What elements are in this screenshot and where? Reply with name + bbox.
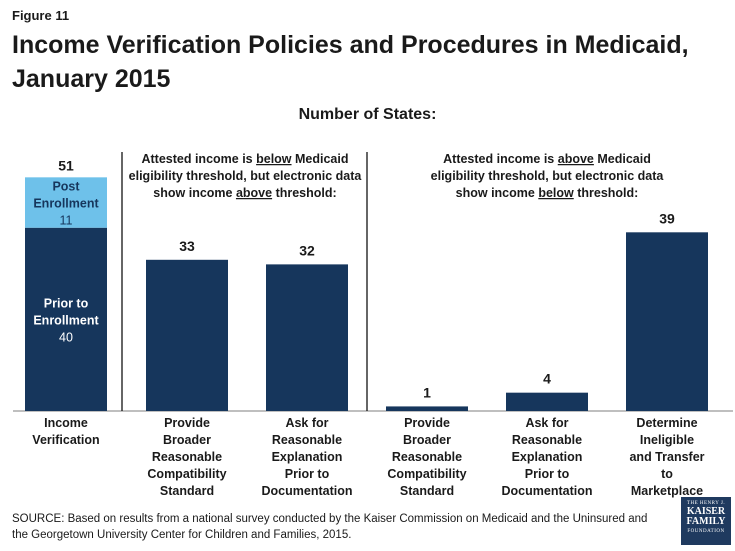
kff-logo: THE HENRY J. KAISER FAMILY FOUNDATION: [681, 497, 731, 545]
stacked-segment-label: Prior to: [44, 296, 89, 310]
logo-line-3: FAMILY: [686, 516, 726, 527]
category-label-line: to: [661, 467, 673, 481]
group-header-text: show income: [153, 186, 236, 200]
bar: [626, 232, 708, 411]
stacked-segment-label: Enrollment: [33, 313, 99, 327]
group-header-line: eligibility threshold, but electronic da…: [431, 169, 665, 183]
group-header-text: threshold:: [574, 186, 639, 200]
page-title: Income Verification Policies and Procedu…: [12, 31, 689, 93]
stacked-bar-segment: [25, 177, 107, 228]
stacked-bar-segment: [25, 227, 107, 411]
category-label-line: Documentation: [502, 484, 593, 498]
logo-line-1: THE HENRY J.: [686, 501, 726, 506]
stacked-segment-value: 11: [60, 214, 73, 228]
category-label-line: Compatibility: [147, 467, 226, 481]
category-label-line: Prior to: [525, 467, 570, 481]
category-label-line: Explanation: [272, 450, 343, 464]
bar: [146, 259, 228, 411]
group-header-emphasis: below: [538, 186, 574, 200]
group-header-line: Attested income is below Medicaid: [141, 152, 348, 166]
stacked-segment-label: Post: [52, 180, 80, 194]
bar: [506, 392, 588, 411]
category-label-line: Reasonable: [392, 450, 462, 464]
group-header-line: show income above threshold:: [153, 186, 336, 200]
category-label-income-verification-line: Income: [44, 416, 88, 430]
stacked-segment-value: 40: [59, 330, 73, 344]
category-label-line: Ask for: [525, 416, 568, 430]
group-header-emphasis: above: [558, 152, 594, 166]
bar-value-label: 39: [659, 210, 675, 226]
group-header-emphasis: above: [236, 186, 272, 200]
group-header-text: Attested income is: [141, 152, 256, 166]
category-label-line: Determine: [636, 416, 697, 430]
group-header-text: eligibility threshold, but electronic da…: [431, 169, 665, 183]
category-label-line: Standard: [160, 484, 214, 498]
category-label-line: Reasonable: [152, 450, 222, 464]
group-header-line: show income below threshold:: [456, 186, 639, 200]
bar-value-label: 32: [299, 242, 315, 258]
category-label-line: Marketplace: [631, 484, 703, 498]
category-label-line: Ask for: [285, 416, 328, 430]
bar-value-label: 1: [423, 384, 431, 400]
group-header-text: Attested income is: [443, 152, 558, 166]
chart-subtitle: Number of States:: [298, 106, 437, 123]
group-header-text: Medicaid: [594, 152, 651, 166]
category-label-income-verification-line: Verification: [32, 433, 99, 447]
category-label-line: Broader: [163, 433, 211, 447]
group-header-line: eligibility threshold, but electronic da…: [129, 169, 363, 183]
logo-line-2: KAISER: [686, 506, 726, 517]
logo-line-4: FOUNDATION: [687, 529, 725, 534]
bar-chart: Prior to Enrollment 40 Post Enrollment 11 51 In…: [13, 152, 733, 498]
category-label-line: Prior to: [285, 467, 330, 481]
category-label-line: Broader: [403, 433, 451, 447]
category-label-line: Provide: [164, 416, 210, 430]
category-label-line: Standard: [400, 484, 454, 498]
category-label-line: Compatibility: [387, 467, 466, 481]
category-label-line: and Transfer: [629, 450, 704, 464]
group-header-text: Medicaid: [292, 152, 349, 166]
group-header-line: Attested income is above Medicaid: [443, 152, 651, 166]
group-header-text: eligibility threshold, but electronic da…: [129, 169, 363, 183]
group-header-emphasis: below: [256, 152, 292, 166]
bar-value-label: 33: [179, 238, 195, 254]
group-header-text: show income: [456, 186, 539, 200]
bar: [386, 406, 468, 411]
bar: [266, 264, 348, 411]
bar-value-label: 4: [543, 371, 551, 387]
category-label-line: Documentation: [262, 484, 353, 498]
stacked-segment-label: Enrollment: [33, 197, 99, 211]
category-label-line: Provide: [404, 416, 450, 430]
group-header-text: threshold:: [272, 186, 337, 200]
source-note: SOURCE: Based on results from a national…: [12, 513, 648, 541]
category-label-line: Ineligible: [640, 433, 694, 447]
stacked-total-label: 51: [58, 157, 74, 173]
category-label-line: Reasonable: [272, 433, 342, 447]
figure-label: Figure 11: [12, 8, 70, 23]
category-label-line: Explanation: [512, 450, 583, 464]
category-label-line: Reasonable: [512, 433, 582, 447]
